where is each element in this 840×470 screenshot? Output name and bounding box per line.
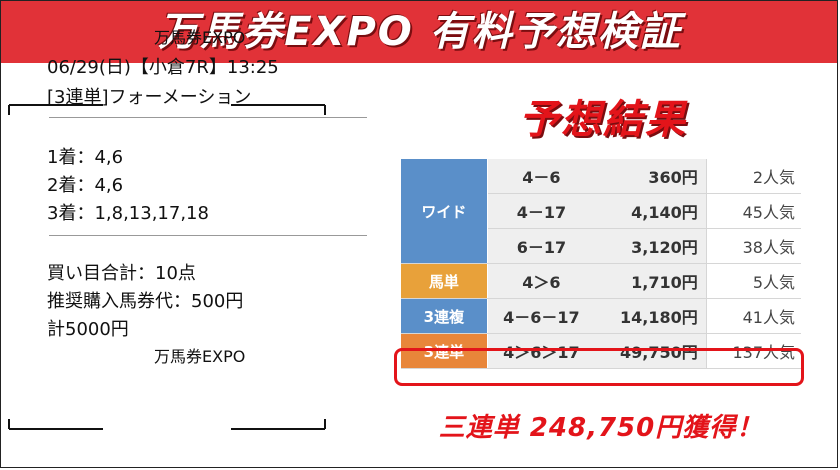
combination: 4＞6 <box>487 263 596 299</box>
frame-top-label: 万馬券EXPO <box>154 28 246 47</box>
combination: 6－17 <box>487 228 596 264</box>
winnings-callout: 三連単 248,750円獲得！ <box>438 413 764 443</box>
table-row: 3連単 4＞6＞17 49,750円 137人気 <box>401 333 801 369</box>
popularity: 45人気 <box>705 193 801 229</box>
popularity: 5人気 <box>705 263 801 299</box>
table-row: ワイド 4－6 360円 2人気 <box>401 159 801 264</box>
popularity: 2人気 <box>705 159 801 194</box>
popularity: 41人気 <box>705 298 801 334</box>
frame-bottom-label: 万馬券EXPO <box>154 347 246 366</box>
frame-top-bracket <box>8 104 326 115</box>
category-umatan: 馬単 <box>401 263 488 299</box>
recommended-stake: 推奨購入馬券代：500円 <box>47 291 244 312</box>
combination: 4－6－17 <box>487 298 596 334</box>
first-place-pick: 1着：4,6 <box>47 147 124 168</box>
payout: 49,750円 <box>595 333 707 369</box>
payout: 1,710円 <box>595 263 707 299</box>
total-stake: 計5000円 <box>47 319 129 340</box>
combination: 4－6 <box>487 159 596 194</box>
total-points: 買い目合計：10点 <box>47 263 196 284</box>
combination: 4－17 <box>487 193 596 229</box>
frame-bottom-bracket <box>8 419 326 430</box>
race-date-line: 06/29(日)【小倉7R】13:25 <box>47 57 279 78</box>
combination: 4＞6＞17 <box>487 333 596 369</box>
payout: 14,180円 <box>595 298 707 334</box>
results-title: 予想結果 <box>519 97 687 143</box>
table-row: 馬単 4＞6 1,710円 5人気 <box>401 263 801 299</box>
popularity: 38人気 <box>705 228 801 264</box>
category-sanrenpuku: 3連複 <box>401 298 488 334</box>
table-row: 6－17 3,120円 38人気 <box>401 228 801 264</box>
table-row: 3連複 4－6－17 14,180円 41人気 <box>401 298 801 334</box>
title-banner: 万馬券EXPO 有料予想検証 <box>1 1 837 63</box>
popularity: 137人気 <box>705 333 801 369</box>
second-place-pick: 2着：4,6 <box>47 175 124 196</box>
category-sanrentan: 3連単 <box>401 333 488 369</box>
table-row: 4－17 4,140円 45人気 <box>401 193 801 229</box>
divider <box>49 235 367 236</box>
bet-type: [3連単]フォーメーション <box>47 87 252 108</box>
payout: 360円 <box>595 159 707 194</box>
payout: 3,120円 <box>595 228 707 264</box>
third-place-pick: 3着：1,8,13,17,18 <box>47 203 209 224</box>
page-title: 万馬券EXPO 有料予想検証 <box>158 9 682 55</box>
category-wide: ワイド <box>401 159 488 264</box>
divider <box>49 117 367 118</box>
results-table: ワイド 4－6 360円 2人気 4－17 4,140円 45人気 6－17 3… <box>401 159 801 369</box>
winning-row-highlight <box>394 348 804 386</box>
payout: 4,140円 <box>595 193 707 229</box>
